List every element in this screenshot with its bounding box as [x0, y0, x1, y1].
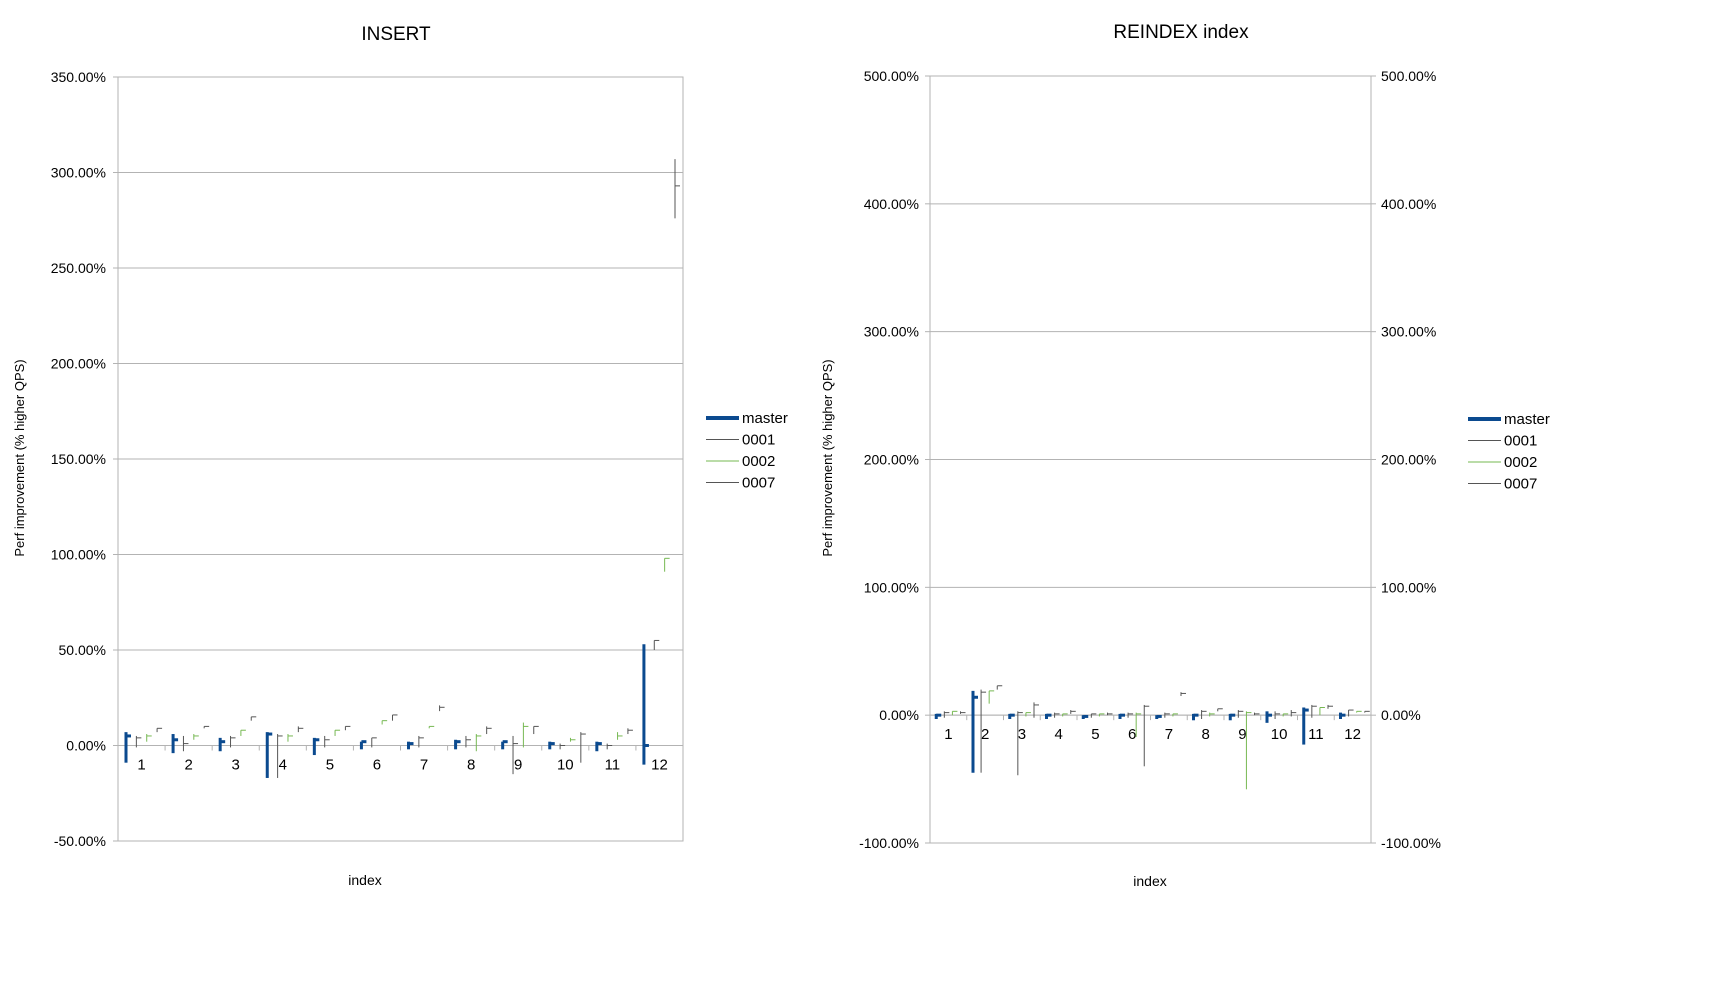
legend-label: 0001	[742, 432, 775, 449]
y-axis-label: Perf improvement (% higher QPS)	[12, 359, 27, 556]
x-tick-label: 10	[1271, 726, 1288, 743]
chart-title: REINDEX index	[1113, 22, 1249, 43]
y-axis-label: Perf improvement (% higher QPS)	[820, 359, 835, 556]
legend-label: 0007	[742, 475, 775, 492]
y2-tick-label: 400.00%	[1381, 196, 1436, 212]
y-tick-label: 200.00%	[864, 452, 919, 468]
x-tick-label: 2	[981, 726, 989, 743]
x-tick-label: 4	[279, 757, 287, 774]
x-axis-label: index	[348, 872, 381, 888]
x-tick-label: 9	[1238, 726, 1246, 743]
y-tick-label: 300.00%	[51, 165, 106, 181]
y-tick-label: -100.00%	[859, 835, 919, 851]
x-tick-label: 4	[1054, 726, 1062, 743]
y-tick-label: 400.00%	[864, 196, 919, 212]
x-tick-label: 12	[651, 757, 668, 774]
chart-1: -50.00% 0.00% 50.00% 100.00% 150.00% 200.00% 2…	[12, 24, 788, 888]
x-tick-label: 6	[1128, 726, 1136, 743]
chart-title: INSERT	[361, 24, 431, 45]
legend-label: master	[1504, 411, 1550, 428]
y-tick-label: 200.00%	[51, 356, 106, 372]
x-tick-label: 7	[1165, 726, 1173, 743]
x-tick-label: 8	[1201, 726, 1209, 743]
x-tick-label: 3	[1018, 726, 1026, 743]
x-axis-label: index	[1133, 873, 1166, 889]
y-tick-label: -50.00%	[54, 833, 106, 849]
y-tick-label: 250.00%	[51, 260, 106, 276]
legend-label: 0001	[1504, 433, 1537, 450]
series-0007	[960, 685, 1370, 767]
x-tick-label: 1	[944, 726, 952, 743]
x-tick-label: 6	[373, 757, 381, 774]
y-tick-label: 50.00%	[59, 642, 106, 658]
series-0001	[135, 639, 660, 778]
series-0007	[156, 159, 680, 763]
y2-tick-label: 500.00%	[1381, 68, 1436, 84]
y-tick-label: 100.00%	[51, 547, 106, 563]
legend-label: 0007	[1504, 476, 1537, 493]
x-tick-label: 3	[232, 757, 240, 774]
x-tick-label: 8	[467, 757, 475, 774]
x-tick-label: 9	[514, 757, 522, 774]
x-tick-label: 5	[326, 757, 334, 774]
series-0002	[146, 557, 670, 752]
y-tick-label: 500.00%	[864, 68, 919, 84]
x-tick-label: 7	[420, 757, 428, 774]
chart-2: -100.00% -100.00% 0.00% 0.00% 100.00% 100.00%…	[820, 22, 1550, 889]
x-tick-label: 11	[1308, 726, 1324, 743]
y2-tick-label: -100.00%	[1381, 835, 1441, 851]
legend-label: 0002	[742, 453, 775, 470]
series-master	[934, 690, 1346, 773]
x-tick-label: 11	[605, 757, 621, 774]
series-0002	[951, 690, 1362, 790]
y-tick-label: 0.00%	[879, 707, 919, 723]
legend-label: master	[742, 410, 788, 427]
x-tick-label: 1	[137, 757, 145, 774]
y-tick-label: 100.00%	[864, 579, 919, 595]
y2-tick-label: 200.00%	[1381, 452, 1436, 468]
x-tick-label: 10	[557, 757, 574, 774]
y2-tick-label: 300.00%	[1381, 324, 1436, 340]
y2-tick-label: 0.00%	[1381, 707, 1421, 723]
series-0001	[943, 689, 1354, 776]
y-tick-label: 350.00%	[51, 69, 106, 85]
x-tick-label: 5	[1091, 726, 1099, 743]
y-tick-label: 0.00%	[66, 738, 106, 754]
legend-label: 0002	[1504, 454, 1537, 471]
series-master	[124, 644, 649, 778]
x-tick-label: 12	[1344, 726, 1361, 743]
y2-tick-label: 100.00%	[1381, 579, 1436, 595]
y-tick-label: 150.00%	[51, 451, 106, 467]
x-tick-label: 2	[184, 757, 192, 774]
y-tick-label: 300.00%	[864, 324, 919, 340]
